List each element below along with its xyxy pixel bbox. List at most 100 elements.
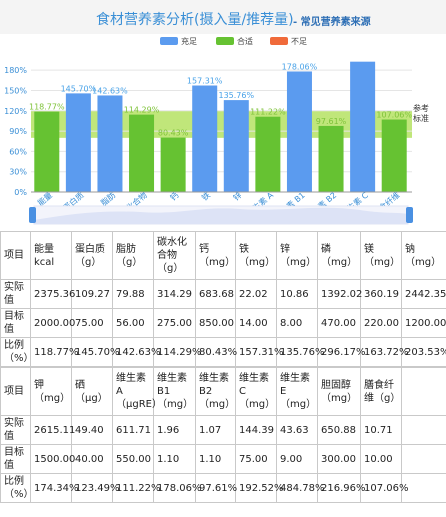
column-header: [401, 367, 446, 416]
table-cell: 850.00: [195, 308, 236, 338]
row-label: 目标值: [0, 308, 31, 338]
bar-value-label: 145.70%: [61, 84, 97, 93]
legend-swatch-2[interactable]: [270, 37, 288, 45]
table-cell: 118.77%: [30, 337, 79, 367]
x-tick-label: 能量: [35, 190, 54, 208]
row-label: 实际值: [0, 415, 31, 445]
table-cell: 111.22%: [112, 473, 161, 503]
column-header: 钾（mg）: [30, 367, 72, 416]
table-cell: [401, 415, 446, 445]
table-cell: 314.29: [153, 279, 196, 309]
column-header: 胆固醇（mg）: [317, 367, 361, 416]
legend-label-0[interactable]: 充足: [181, 36, 197, 46]
table-cell: 1392.02: [317, 279, 362, 309]
table-cell: 1.96: [153, 415, 196, 445]
column-header: 膳食纤维（g）: [360, 367, 402, 416]
column-header: 硒（μg）: [71, 367, 113, 416]
row-label: 项目: [0, 367, 31, 416]
zoom-slider-handle-left[interactable]: [29, 207, 36, 223]
legend-swatch-0[interactable]: [160, 37, 178, 45]
table-cell: 360.19: [360, 279, 402, 309]
title-bar: 食材营养素分析(摄入量/推荐量) - 常见营养素来源: [0, 0, 446, 34]
table-cell: 79.88: [112, 279, 154, 309]
column-header: 能量kcal: [30, 231, 72, 280]
table-cell: 123.49%: [71, 473, 120, 503]
column-header: 维生素B1（mg）: [153, 367, 196, 416]
chart-area: 充足 合适 不足 0% 30% 60% 90% 120% 150% 180% 参考 标准 118.77%…: [0, 34, 446, 230]
bar-5[interactable]: [192, 85, 218, 192]
row-label: 项目: [0, 231, 31, 280]
table-cell: 192.52%: [235, 473, 284, 503]
bar-value-label: 114.29%: [124, 106, 160, 115]
x-tick-label: 脂肪: [99, 190, 118, 208]
table-cell: 174.34%: [30, 473, 79, 503]
row-label: 目标值: [0, 444, 31, 474]
table-cell: 296.17%: [317, 337, 366, 367]
bar-6[interactable]: [223, 100, 249, 192]
table-cell: 470.00: [317, 308, 361, 338]
table-cell: 10.71: [360, 415, 402, 445]
y-tick-label: 90%: [9, 127, 27, 136]
column-header: 维生素C（mg）: [235, 367, 277, 416]
table-row: 项目 钾（mg） 硒（μg） 维生素A（μgRE） 维生素B1（mg） 维生素B2（mg）…: [0, 367, 446, 416]
table-cell: 142.63%: [112, 337, 161, 367]
bar-2[interactable]: [97, 95, 123, 192]
bar-value-label: 97.61%: [316, 117, 347, 126]
table-row: 项目 能量kcal 蛋白质（g） 脂肪（g） 碳水化合物（g） 钙（mg） 铁（mg） 锌（m…: [0, 231, 446, 280]
column-header: 脂肪（g）: [112, 231, 154, 280]
y-tick-label: 0%: [14, 188, 27, 197]
table-cell: 550.00: [112, 444, 154, 474]
table-cell: 650.88: [317, 415, 361, 445]
bar-4[interactable]: [160, 137, 186, 192]
table-row: 目标值 2000.00 75.00 56.00 275.00 850.00 14.00 8.0…: [0, 308, 446, 338]
table-cell: 683.68: [195, 279, 236, 309]
legend-label-2[interactable]: 不足: [291, 37, 307, 46]
chart-title: 食材营养素分析(摄入量/推荐量): [96, 12, 294, 28]
legend-swatch-1[interactable]: [216, 37, 234, 45]
table-cell: 157.31%: [235, 337, 284, 367]
table-cell: 1.10: [195, 444, 236, 474]
bar-value-label: 118.77%: [29, 103, 65, 112]
bar-1[interactable]: [65, 93, 91, 192]
bar-3[interactable]: [129, 114, 155, 192]
table-cell: 1500.00: [30, 444, 75, 474]
bar-7[interactable]: [255, 116, 281, 192]
table-cell: 611.71: [112, 415, 154, 445]
table-cell: 1.10: [153, 444, 196, 474]
chart-subtitle-link[interactable]: - 常见营养素来源: [293, 17, 371, 28]
table-cell: 2000.00: [30, 308, 75, 338]
table-row: 比例（%） 174.34% 123.49% 111.22% 178.06% 97.61% 1…: [0, 473, 446, 503]
column-header: 碳水化合物（g）: [153, 231, 196, 280]
reference-label-2: 标准: [413, 113, 429, 123]
table-cell: 22.02: [235, 279, 277, 309]
table-cell: 163.72%: [360, 337, 409, 367]
column-header: 维生素B2（mg）: [195, 367, 236, 416]
table-row: 实际值 2375.36 109.27 79.88 314.29 683.68 22.02 10…: [0, 279, 446, 309]
bar-value-label: 142.63%: [92, 86, 128, 95]
bar-0[interactable]: [34, 111, 60, 192]
zoom-slider-handle-right[interactable]: [406, 207, 413, 223]
table-cell: 300.00: [317, 444, 361, 474]
table-cell: 1.07: [195, 415, 236, 445]
bar-8[interactable]: [286, 71, 312, 192]
table-row: 比例（%） 118.77% 145.70% 142.63% 114.29% 80.43% 1…: [0, 337, 446, 367]
column-header: 维生素A（μgRE）: [112, 367, 162, 416]
table-cell: 203.53%: [401, 337, 446, 367]
column-header: 钠（mg）: [401, 231, 446, 280]
bar-10[interactable]: [350, 61, 376, 192]
bar-9[interactable]: [318, 125, 344, 192]
table-cell: 2442.35: [401, 279, 446, 309]
table-cell: 10.00: [360, 444, 402, 474]
column-header: 维生素E（mg）: [276, 367, 318, 416]
legend-label-1[interactable]: 合适: [237, 36, 253, 46]
table-cell: 145.70%: [71, 337, 120, 367]
row-label: 实际值: [0, 279, 31, 309]
y-tick-label: 30%: [9, 168, 27, 177]
bar-11[interactable]: [381, 119, 407, 192]
table-cell: 114.29%: [153, 337, 202, 367]
bar-value-label: 178.06%: [282, 62, 318, 71]
table-cell: 135.76%: [276, 337, 325, 367]
bar-value-label: 157.31%: [187, 77, 223, 86]
y-tick-label: 150%: [4, 86, 27, 95]
table-cell: 216.96%: [317, 473, 366, 503]
